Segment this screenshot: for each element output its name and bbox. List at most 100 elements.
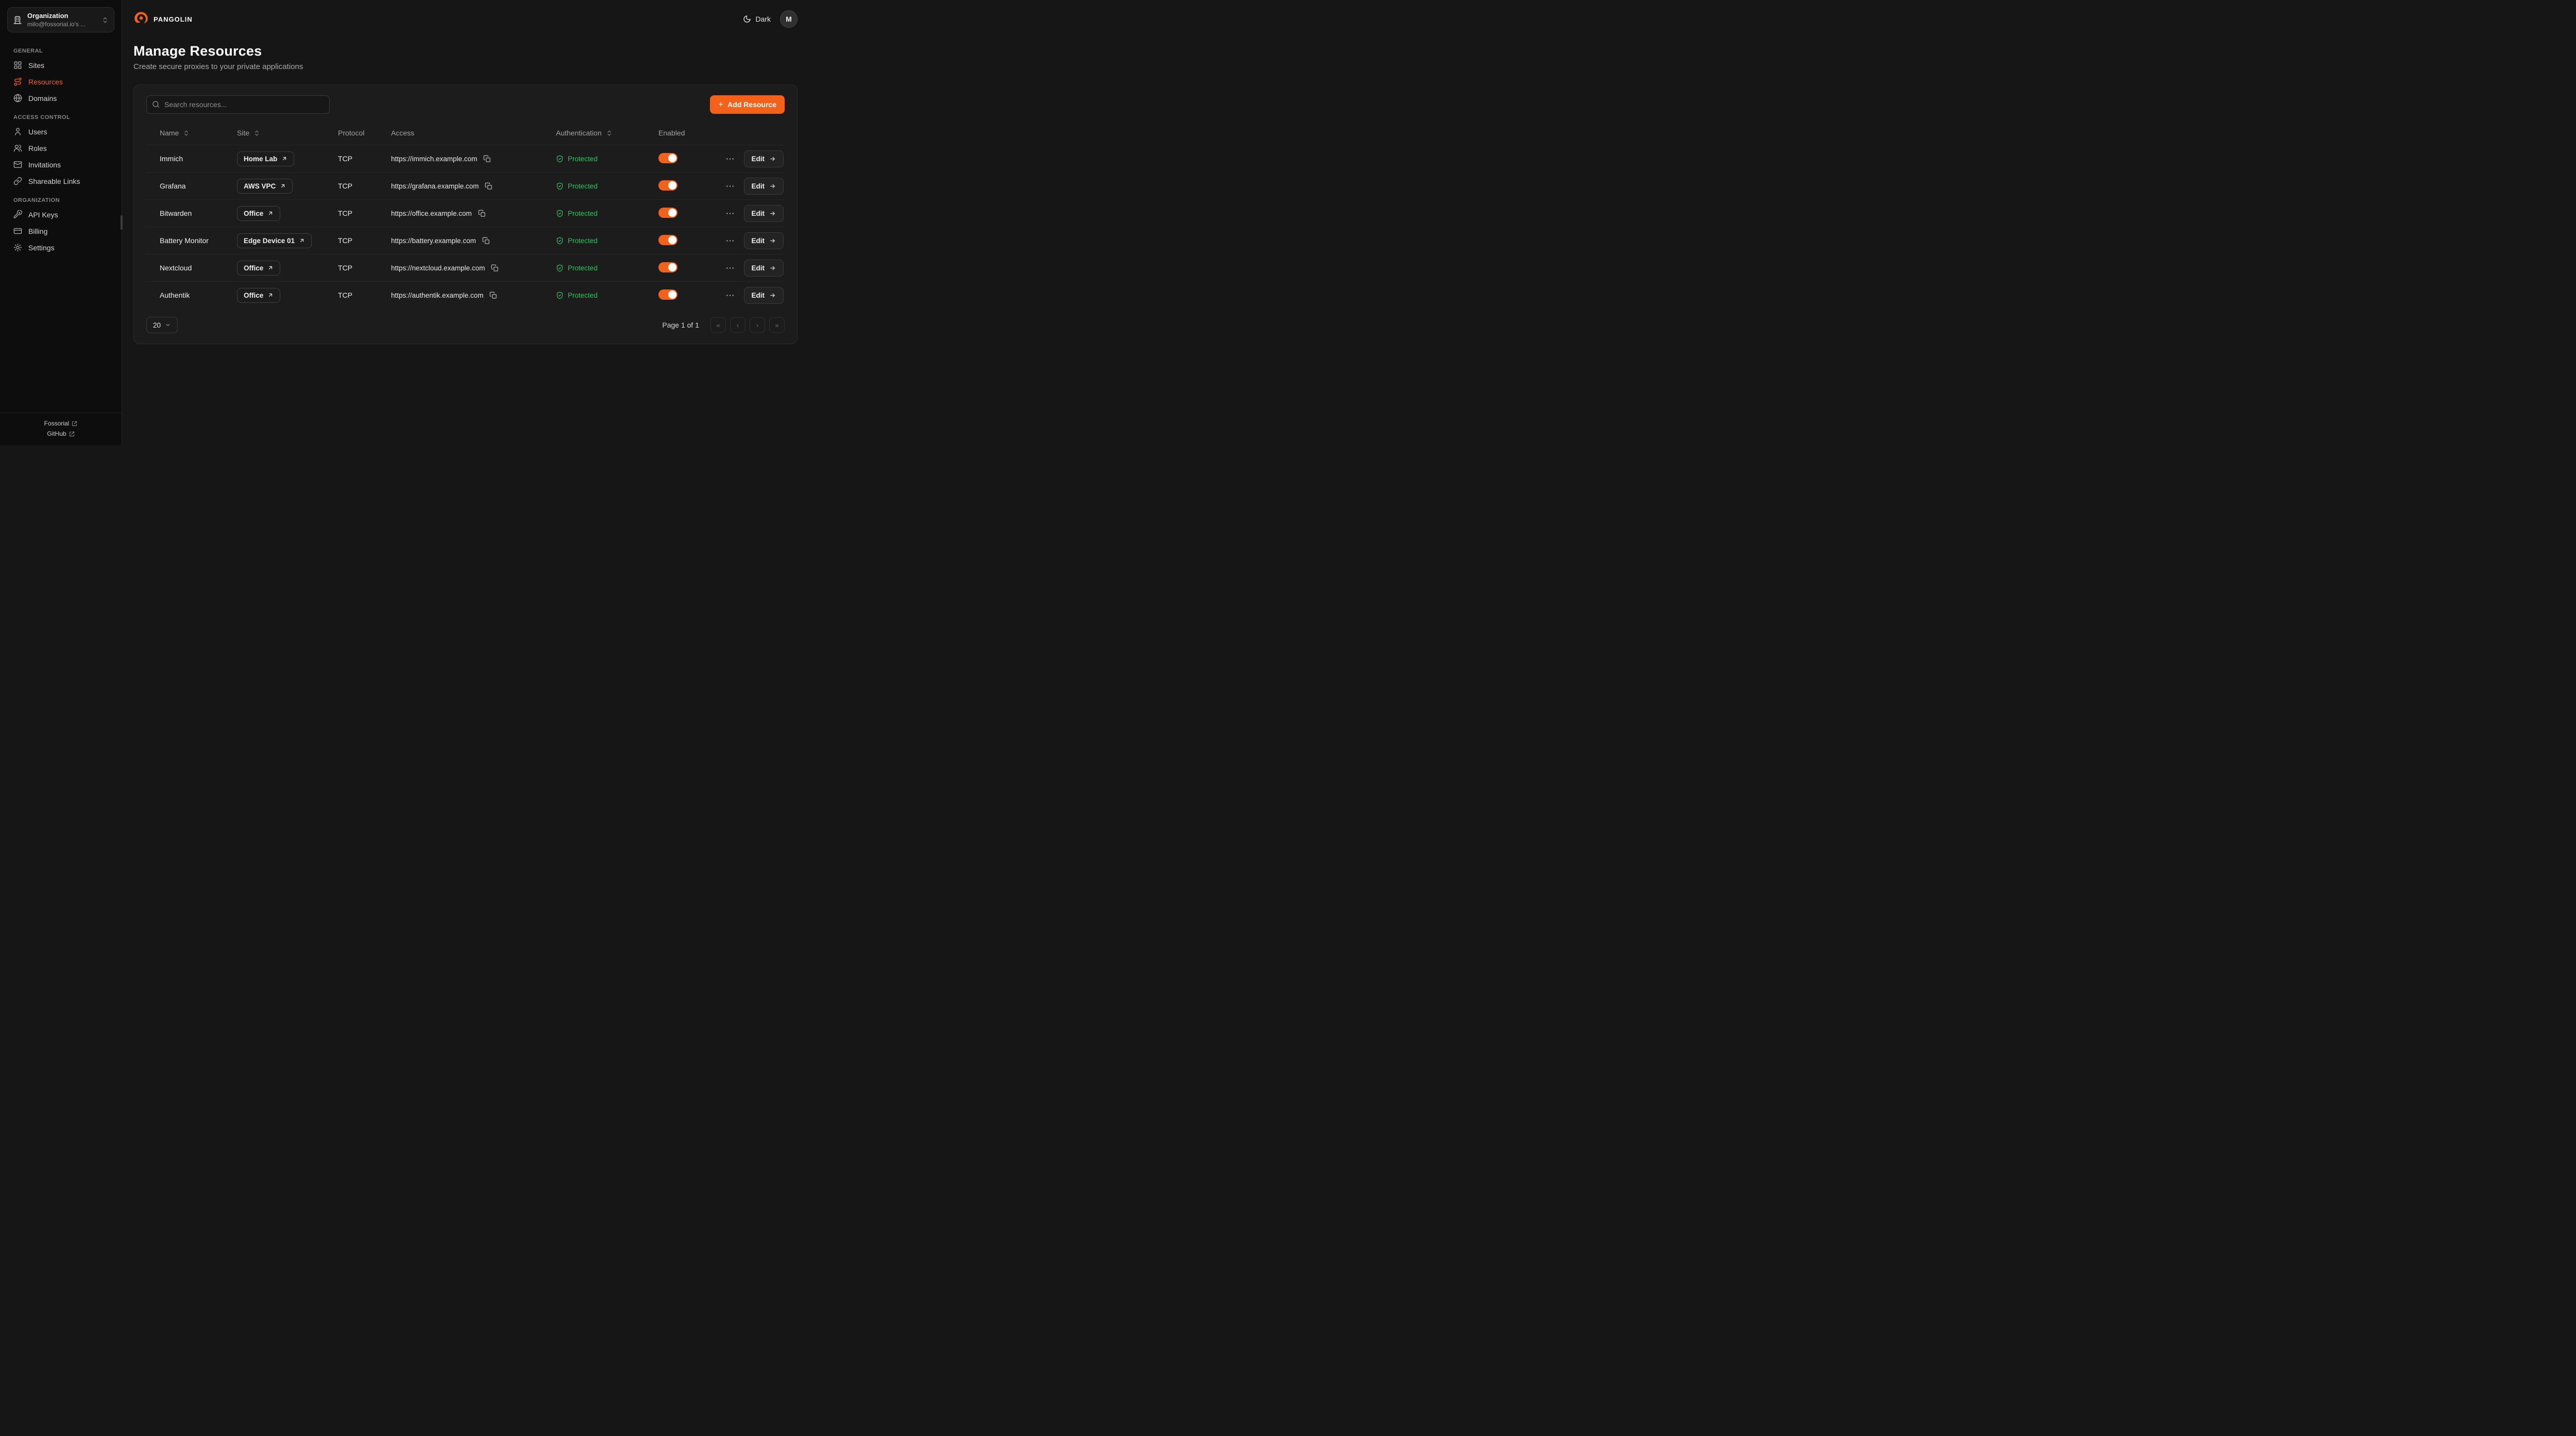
site-link-button[interactable]: AWS VPC (237, 178, 293, 194)
sidebar-item-label: Resources (28, 77, 63, 86)
sidebar-item-roles[interactable]: Roles (6, 140, 115, 156)
access-url: https://immich.example.com (391, 155, 478, 163)
add-resource-label: Add Resource (727, 100, 776, 109)
edit-button[interactable]: Edit (743, 150, 784, 167)
sort-icon[interactable] (606, 130, 613, 136)
site-link-button[interactable]: Office (237, 206, 281, 221)
footer-link-fossorial[interactable]: Fossorial (44, 420, 78, 427)
copy-url-button[interactable] (490, 263, 500, 273)
sidebar-item-domains[interactable]: Domains (6, 90, 115, 106)
row-actions-button[interactable]: ⋯ (724, 262, 737, 275)
enabled-toggle[interactable] (658, 289, 677, 300)
sidebar-item-resources[interactable]: Resources (6, 74, 115, 90)
arrow-right-icon (769, 292, 776, 299)
org-picker[interactable]: Organization milo@fossorial.io's ... (7, 7, 114, 32)
enabled-toggle[interactable] (658, 152, 677, 163)
column-header-name[interactable]: Name (146, 129, 237, 137)
card-toolbar: + Add Resource (146, 95, 785, 114)
copy-url-button[interactable] (477, 209, 487, 218)
next-page-button[interactable]: › (750, 317, 765, 333)
sidebar-item-label: Sites (28, 61, 45, 70)
copy-url-button[interactable] (484, 181, 494, 191)
column-label: Access (391, 129, 415, 137)
chevron-down-icon (165, 322, 171, 328)
copy-url-button[interactable] (481, 236, 491, 246)
page-size-select[interactable]: 20 (146, 317, 178, 333)
sidebar-item-shareable-links[interactable]: Shareable Links (6, 173, 115, 189)
row-actions-button[interactable]: ⋯ (724, 207, 737, 220)
ellipsis-icon: ⋯ (725, 263, 735, 273)
search-icon (152, 100, 160, 108)
first-page-button[interactable]: « (710, 317, 726, 333)
site-link-button[interactable]: Office (237, 287, 281, 303)
globe-icon (13, 94, 22, 102)
footer-link-github[interactable]: GitHub (47, 430, 74, 437)
row-actions-button[interactable]: ⋯ (724, 234, 737, 247)
site-link-button[interactable]: Office (237, 260, 281, 276)
copy-url-button[interactable] (488, 290, 498, 300)
sidebar: Organization milo@fossorial.io's ... GEN… (0, 0, 122, 445)
sidebar-item-api-keys[interactable]: API Keys (6, 207, 115, 223)
row-actions-button[interactable]: ⋯ (724, 180, 737, 193)
ellipsis-icon: ⋯ (725, 153, 735, 164)
toggle-knob (668, 235, 676, 244)
sidebar-resize-handle[interactable] (121, 215, 123, 230)
nav-section-access-control: ACCESS CONTROL (13, 114, 71, 121)
sidebar-item-settings[interactable]: Settings (6, 240, 115, 255)
authentication-status: Protected (568, 291, 598, 299)
edit-button[interactable]: Edit (743, 286, 784, 304)
resource-name: Battery Monitor (160, 236, 209, 245)
access-cell: https://authentik.example.com (391, 290, 556, 300)
brand: PANGOLIN (133, 11, 193, 28)
row-actions-button[interactable]: ⋯ (724, 152, 737, 165)
avatar[interactable]: M (780, 10, 798, 28)
table-header: Name Site Protocol Access Authentication (146, 121, 785, 145)
actions-cell: ⋯ Edit (715, 232, 785, 249)
add-resource-button[interactable]: + Add Resource (710, 95, 785, 114)
row-actions-button[interactable]: ⋯ (724, 289, 737, 302)
sidebar-item-billing[interactable]: Billing (6, 223, 115, 239)
edit-button[interactable]: Edit (743, 204, 784, 222)
arrow-right-icon (769, 210, 776, 217)
edit-button[interactable]: Edit (743, 259, 784, 277)
copy-url-button[interactable] (482, 154, 492, 164)
arrow-up-right-icon (299, 237, 305, 244)
theme-toggle-button[interactable]: Dark (743, 15, 771, 23)
site-cell: AWS VPC (237, 178, 338, 194)
site-label: Office (244, 291, 264, 299)
enabled-toggle[interactable] (658, 262, 677, 272)
sidebar-item-sites[interactable]: Sites (6, 57, 115, 73)
site-label: Office (244, 264, 264, 272)
shield-check-icon (556, 292, 564, 299)
site-link-button[interactable]: Home Lab (237, 151, 295, 166)
protocol: TCP (338, 155, 352, 163)
sidebar-item-invitations[interactable]: Invitations (6, 157, 115, 173)
enabled-toggle[interactable] (658, 180, 677, 191)
table-body: Immich Home Lab TCP https://immich.examp… (146, 145, 785, 309)
protocol: TCP (338, 236, 352, 245)
toggle-knob (668, 153, 676, 162)
previous-page-button[interactable]: ‹ (730, 317, 745, 333)
column-header-authentication[interactable]: Authentication (556, 129, 658, 137)
sort-icon[interactable] (253, 130, 260, 136)
enabled-toggle[interactable] (658, 207, 677, 218)
footer-link-label: GitHub (47, 430, 66, 437)
last-page-button[interactable]: » (769, 317, 785, 333)
search-input[interactable] (146, 95, 330, 114)
table-row: Bitwarden Office TCP https://office.exam… (146, 199, 785, 227)
main-content: PANGOLIN Dark M Manage Resources Create … (122, 0, 808, 445)
edit-button[interactable]: Edit (743, 177, 784, 195)
column-header-site[interactable]: Site (237, 129, 338, 137)
shield-check-icon (556, 155, 564, 163)
sidebar-item-users[interactable]: Users (6, 124, 115, 140)
toggle-knob (668, 208, 676, 217)
access-cell: https://grafana.example.com (391, 181, 556, 191)
edit-button[interactable]: Edit (743, 232, 784, 249)
site-link-button[interactable]: Edge Device 01 (237, 233, 312, 248)
enabled-toggle[interactable] (658, 234, 677, 245)
arrow-up-right-icon (267, 210, 274, 216)
sort-icon[interactable] (183, 130, 190, 136)
authentication-status: Protected (568, 264, 598, 272)
site-cell: Office (237, 206, 338, 221)
card-footer: 20 Page 1 of 1 « ‹ › » (146, 317, 785, 333)
